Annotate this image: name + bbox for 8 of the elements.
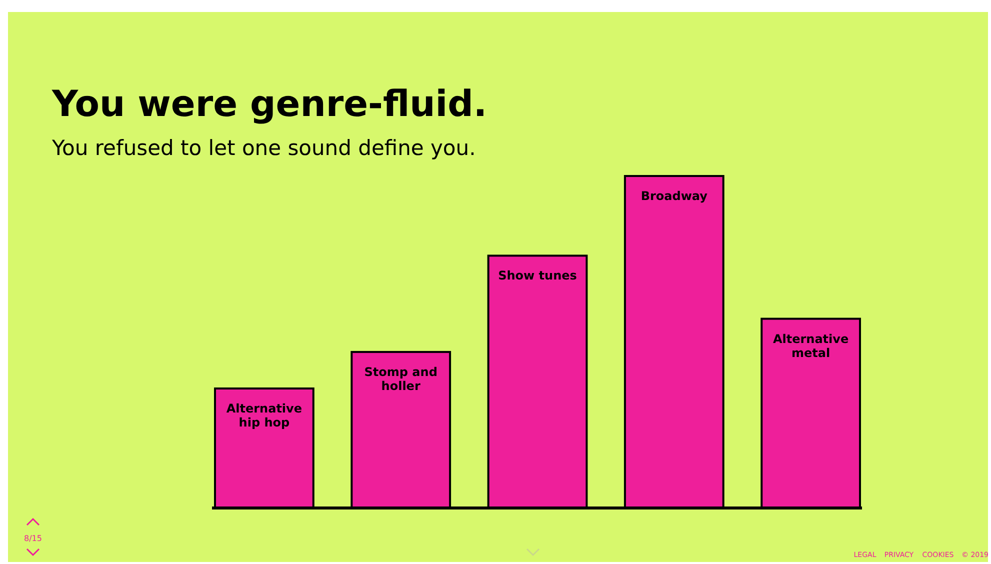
text: 8/15: [24, 534, 42, 543]
chart-subtitle: You refused to let one sound define you.: [51, 136, 476, 160]
x-tick-label: Show tunes: [498, 268, 577, 283]
chart-title: You were genre-fluid.: [51, 84, 488, 125]
x-tick-label: Broadway: [640, 189, 708, 203]
x-tick-label: Alternative metal: [772, 332, 849, 360]
x-tick-label: Stomp and holler: [364, 364, 438, 393]
x-tick-label: Alternative hip hop: [226, 401, 302, 430]
